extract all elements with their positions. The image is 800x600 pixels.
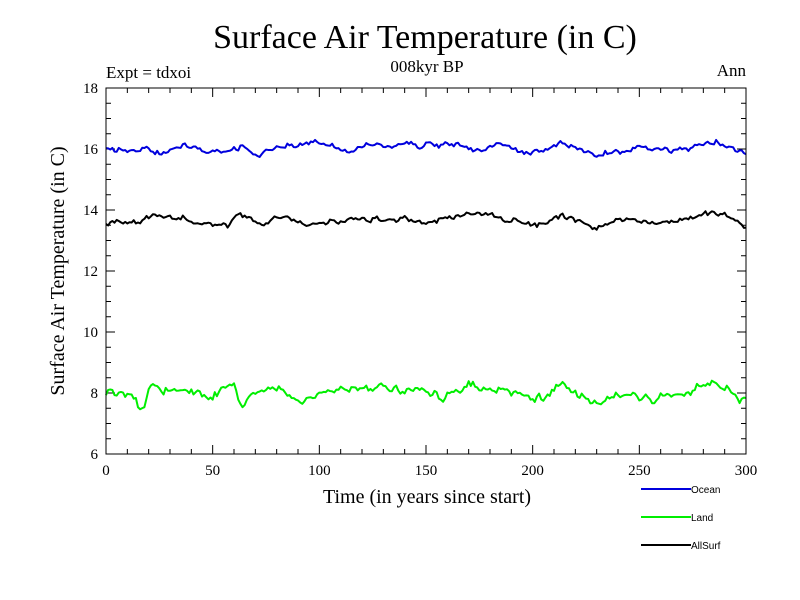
x-tick-label: 300 [735, 463, 758, 479]
x-tick-label: 50 [205, 463, 220, 479]
series-line-land [105, 379, 747, 411]
y-axis-label: Surface Air Temperature (in C) [47, 146, 69, 395]
chart-subtitle: 008kyr BP [390, 57, 463, 76]
period-label: Ann [717, 61, 747, 80]
legend-label-land: Land [691, 513, 713, 524]
x-tick-label: 100 [308, 463, 331, 479]
y-tick-label: 6 [91, 447, 99, 463]
y-tick-label: 16 [83, 142, 99, 158]
x-tick-label: 200 [521, 463, 544, 479]
series-line-allsurf [105, 210, 747, 231]
y-tick-label: 14 [83, 203, 99, 219]
y-tick-label: 10 [83, 325, 98, 341]
experiment-label: Expt = tdxoi [106, 63, 191, 82]
y-tick-labels: 6 8 10 12 14 16 18 [83, 81, 99, 463]
x-tick-labels: 0 50 100 150 200 250 300 [102, 463, 757, 479]
legend-label-allsurf: AllSurf [691, 541, 721, 552]
data-series [105, 138, 747, 411]
y-tick-label: 12 [83, 264, 98, 280]
plot-frame [105, 87, 747, 455]
legend: Ocean Land AllSurf [641, 485, 721, 552]
legend-label-ocean: Ocean [691, 485, 720, 496]
x-tick-label: 150 [415, 463, 438, 479]
x-tick-label: 250 [628, 463, 651, 479]
series-line-ocean [105, 138, 747, 158]
x-tick-label: 0 [102, 463, 110, 479]
y-tick-label: 18 [83, 81, 98, 97]
x-axis-label: Time (in years since start) [323, 486, 531, 508]
y-tick-label: 8 [91, 386, 99, 402]
chart-title: Surface Air Temperature (in C) [213, 19, 637, 56]
